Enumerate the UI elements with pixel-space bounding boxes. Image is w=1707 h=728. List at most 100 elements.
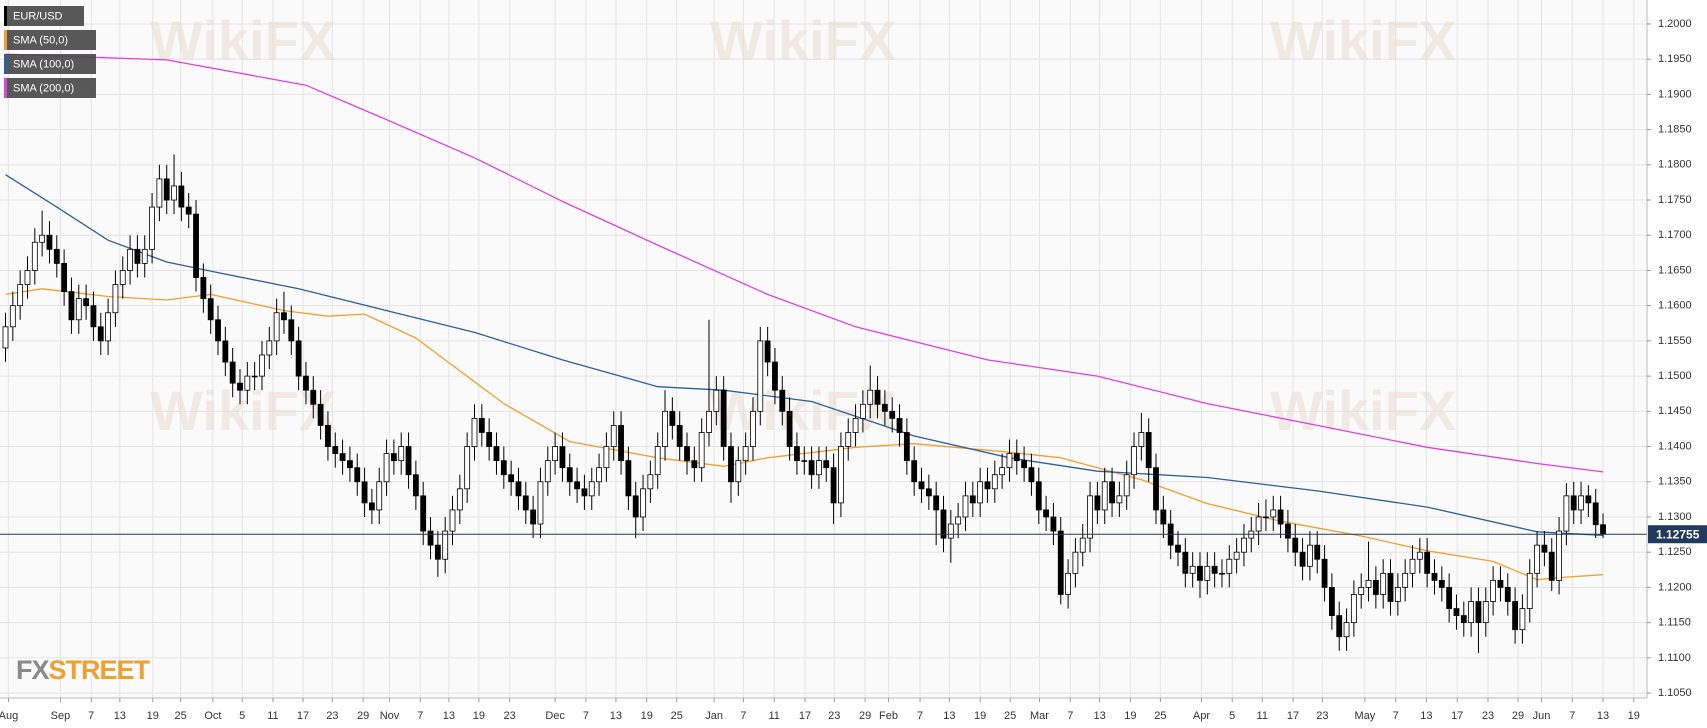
candle-body (794, 446, 800, 462)
x-tick-label: Mar (1030, 710, 1049, 722)
y-tick-label: 1.2000 (1658, 18, 1692, 30)
y-tick-label: 1.1450 (1658, 405, 1692, 417)
candle-body (427, 530, 434, 546)
x-tick-label: 13 (443, 710, 455, 722)
candle-body (163, 178, 170, 201)
candle-body (801, 460, 808, 462)
candle-body (1233, 551, 1240, 560)
candle-body (559, 446, 566, 469)
candle-body (464, 446, 471, 490)
candle-body (1145, 432, 1152, 469)
y-tick-label: 1.1950 (1658, 53, 1692, 65)
candle-body (654, 446, 661, 476)
x-tick-label: 7 (1569, 710, 1575, 722)
candle-body (1424, 551, 1431, 574)
candle-body (1160, 509, 1167, 525)
candle-body (1541, 544, 1548, 553)
candle-body (889, 410, 896, 419)
candle-body (434, 544, 441, 560)
candle-body (222, 340, 229, 363)
legend-swatch (4, 78, 7, 98)
x-tick-label: Nov (380, 710, 400, 722)
x-tick-label: Apr (1193, 710, 1210, 722)
x-tick-label: 7 (88, 710, 94, 722)
y-tick-label: 1.1900 (1658, 88, 1692, 100)
grid (0, 0, 1647, 698)
candle-body (1563, 495, 1570, 532)
x-tick-label: 17 (799, 710, 811, 722)
x-tick-label: 7 (740, 710, 746, 722)
candle-body (662, 410, 668, 447)
candle-body (486, 432, 493, 447)
candle-body (530, 509, 537, 525)
legend-box (4, 30, 96, 50)
candle-body (1350, 594, 1357, 624)
legend-label: SMA (100,0) (13, 58, 74, 70)
candle-body (1512, 601, 1518, 631)
candle-body (332, 446, 339, 454)
x-tick-label: 25 (175, 710, 187, 722)
x-tick-label: 13 (1093, 710, 1105, 722)
candle-body (640, 488, 646, 518)
candle-body (1438, 579, 1445, 588)
candle-body (537, 481, 544, 525)
y-tick-label: 1.1250 (1658, 546, 1692, 558)
candle-body (925, 488, 932, 497)
x-tick-label: 23 (1316, 710, 1328, 722)
candle-body (39, 234, 46, 243)
candle-body (1468, 601, 1475, 624)
logo: FXSTREET (16, 655, 151, 685)
candle-body (354, 467, 361, 483)
candle-body (1101, 481, 1108, 511)
candle-body (266, 340, 273, 356)
legend-label: SMA (50,0) (13, 34, 68, 46)
candle-body (779, 389, 786, 412)
candle-body (1372, 579, 1379, 595)
watermark: WikiFX (710, 379, 896, 442)
candle-body (1285, 523, 1291, 539)
x-tick-label: May (1354, 710, 1375, 722)
candle-body (17, 284, 24, 307)
candle-body (757, 340, 764, 412)
candle-body (1021, 460, 1028, 469)
candle-body (376, 481, 383, 511)
x-tick-label: 23 (326, 710, 338, 722)
watermark: WikiFX (710, 9, 896, 72)
x-tick-label: Feb (879, 710, 898, 722)
candle-body (955, 516, 962, 525)
candle-body (816, 460, 822, 476)
candle-body (1116, 495, 1123, 504)
candle-body (1226, 558, 1233, 574)
x-tick-label: 7 (1067, 710, 1073, 722)
candle-body (24, 270, 31, 285)
candle-body (1219, 572, 1225, 575)
candle-body (244, 375, 251, 391)
candle-body (1490, 579, 1497, 602)
x-tick-label: 19 (147, 710, 159, 722)
candle-body (398, 446, 405, 462)
candle-body (405, 446, 412, 476)
candle-body (706, 410, 712, 433)
candle-body (515, 481, 522, 497)
x-tick-label: 23 (828, 710, 840, 722)
y-tick-label: 1.1150 (1658, 617, 1691, 629)
candle-body (610, 425, 617, 447)
y-tick-label: 1.1650 (1658, 264, 1692, 276)
candle-body (1402, 572, 1409, 588)
candle-body (420, 495, 427, 532)
candle-body (1072, 551, 1079, 574)
candle-body (369, 502, 375, 511)
candle-body (830, 467, 837, 504)
y-tick-label: 1.1050 (1658, 687, 1692, 699)
sma-line (5, 288, 1604, 581)
candle-body (310, 389, 317, 405)
x-tick-label: 7 (1393, 710, 1399, 722)
x-tick-label: 13 (610, 710, 622, 722)
candle-body (1270, 509, 1277, 518)
candle-body (1394, 587, 1401, 602)
x-tick-label: 19 (1124, 710, 1136, 722)
candle-body (838, 446, 844, 504)
candle-body (1050, 516, 1057, 532)
candle-body (141, 248, 148, 264)
